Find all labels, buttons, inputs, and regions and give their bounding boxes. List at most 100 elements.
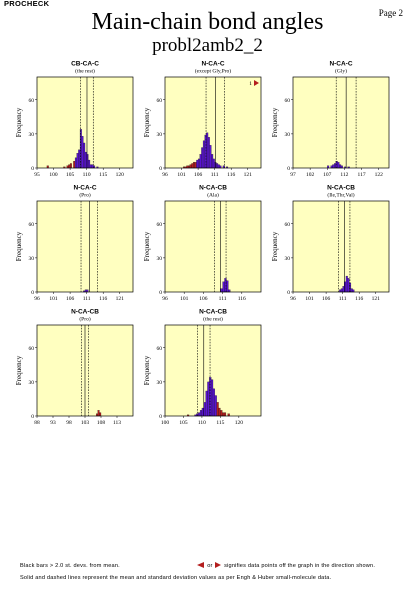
histogram-bar xyxy=(99,412,102,417)
page-subtitle: probl2amb2_2 xyxy=(152,35,263,56)
histogram-bar xyxy=(78,149,81,169)
histogram-bar xyxy=(73,161,76,169)
histogram-bar xyxy=(211,154,214,169)
histogram-bar xyxy=(217,164,220,169)
y-axis-label: Frequency xyxy=(143,231,151,261)
y-tick-label: 30 xyxy=(157,132,163,138)
histogram-bar xyxy=(194,162,197,169)
x-tick-label: 117 xyxy=(358,172,366,178)
histogram-panel: N-CA-CB (Pro) 0 30 60 Frequency 88 93 98 103 108 11… xyxy=(12,306,136,426)
x-tick-label: 106 xyxy=(322,296,331,302)
arrow-or-text: or xyxy=(207,562,213,569)
histogram-bar xyxy=(209,145,212,169)
histogram-svg: N-CA-C(except Gly,Pro) 0 30 60 Frequency 96 10… xyxy=(143,61,262,178)
right-arrow-icon xyxy=(215,562,222,568)
histogram-bar xyxy=(212,158,215,169)
histogram-svg: N-CA-CB(Ala) 0 30 60 Frequency 96 101 106 111 116 xyxy=(143,185,262,302)
histogram-bar xyxy=(74,157,77,169)
x-tick-label: 112 xyxy=(340,172,348,178)
y-tick-label: 30 xyxy=(29,256,35,262)
histogram-bar xyxy=(76,153,79,169)
plot-frame xyxy=(164,324,262,417)
histogram-bar xyxy=(220,288,223,293)
x-tick-label: 102 xyxy=(306,172,315,178)
y-tick-label: 60 xyxy=(157,346,163,352)
x-tick-label: 98 xyxy=(66,420,72,426)
x-tick-label: 101 xyxy=(180,296,189,302)
plot-area xyxy=(37,201,133,292)
histogram-bar xyxy=(193,162,195,169)
histogram-bar xyxy=(211,379,214,417)
histogram-bar xyxy=(197,158,200,169)
histogram-bar xyxy=(89,164,92,169)
x-tick-label: 115 xyxy=(216,420,224,426)
histogram-bar xyxy=(334,163,336,169)
plot-frame xyxy=(36,76,134,169)
y-tick-label: 30 xyxy=(29,380,35,386)
plot-area xyxy=(165,201,261,292)
histogram-svg: CB-CA-C(the rest) 0 30 60 Frequency 95 100 105 1… xyxy=(15,61,134,178)
x-tick-label: 116 xyxy=(99,296,107,302)
x-tick-label: 96 xyxy=(162,296,168,302)
x-tick-label: 116 xyxy=(355,296,363,302)
chart-title: N-CA-CB xyxy=(327,185,355,192)
chart-subtitle: (Ile,Thr,Val) xyxy=(327,192,354,199)
x-tick-label: 121 xyxy=(372,296,381,302)
page-title: Main-chain bond angles xyxy=(91,9,324,35)
x-tick-label: 111 xyxy=(211,172,219,178)
chart-title: CB-CA-C xyxy=(71,61,99,68)
histogram-bar xyxy=(223,412,227,417)
plot-frame xyxy=(164,200,262,293)
x-tick-label: 96 xyxy=(290,296,296,302)
arrow-note: signifies data points off the graph in t… xyxy=(224,562,376,569)
y-tick-label: 0 xyxy=(159,290,162,296)
x-tick-label: 122 xyxy=(375,172,384,178)
y-tick-label: 60 xyxy=(285,98,291,104)
chart-subtitle: (the rest) xyxy=(75,68,95,75)
histogram-bar xyxy=(339,164,342,169)
y-tick-label: 0 xyxy=(159,166,162,172)
histogram-bar xyxy=(84,151,87,169)
x-tick-label: 100 xyxy=(49,172,58,178)
histogram-bar xyxy=(97,410,100,417)
histogram-svg: N-CA-CB(Pro) 0 30 60 Frequency 88 93 98 103 108 11… xyxy=(15,309,134,426)
left-arrow-icon xyxy=(197,562,205,568)
y-tick-label: 30 xyxy=(157,380,163,386)
x-tick-label: 101 xyxy=(177,172,186,178)
x-tick-label: 107 xyxy=(323,172,332,178)
y-axis-label: Frequency xyxy=(15,355,23,385)
chart-subtitle: (except Gly,Pro) xyxy=(195,68,231,75)
plot-frame xyxy=(36,200,134,293)
histogram-bar xyxy=(207,137,210,169)
x-tick-label: 105 xyxy=(179,420,188,426)
y-tick-label: 60 xyxy=(157,98,163,104)
histogram-bar xyxy=(205,390,208,417)
chart-subtitle: (Gly) xyxy=(335,68,347,75)
plot-frame xyxy=(164,76,262,169)
y-axis-label: Frequency xyxy=(15,107,23,137)
histogram-bar xyxy=(220,410,223,417)
histogram-bar xyxy=(81,136,84,169)
y-tick-label: 0 xyxy=(31,290,34,296)
x-tick-label: 120 xyxy=(116,172,125,178)
histogram-bar xyxy=(88,159,91,169)
x-tick-label: 116 xyxy=(238,296,246,302)
lines-note: Solid and dashed lines represent the mea… xyxy=(20,575,332,581)
y-tick-label: 60 xyxy=(29,98,35,104)
histogram-bar xyxy=(340,288,343,293)
histogram-bar xyxy=(198,412,201,417)
x-tick-label: 113 xyxy=(113,420,121,426)
histogram-panel: N-CA-C (Pro) 0 30 60 Frequency 96 101 106 111 116 1… xyxy=(12,182,136,302)
histogram-bar xyxy=(216,402,219,417)
histogram-bar xyxy=(69,163,72,169)
y-axis-label: Frequency xyxy=(271,107,279,137)
histogram-bar xyxy=(218,407,221,417)
y-tick-label: 30 xyxy=(157,256,163,262)
y-axis-label: Frequency xyxy=(143,355,151,385)
histogram-bar xyxy=(206,132,209,169)
chart-title: N-CA-C xyxy=(201,61,224,68)
x-tick-label: 101 xyxy=(305,296,314,302)
histogram-panel: CB-CA-C (the rest) 0 30 60 Frequency 95 100 105 1… xyxy=(12,58,136,178)
histogram-bar xyxy=(202,140,205,169)
y-tick-label: 30 xyxy=(29,132,35,138)
